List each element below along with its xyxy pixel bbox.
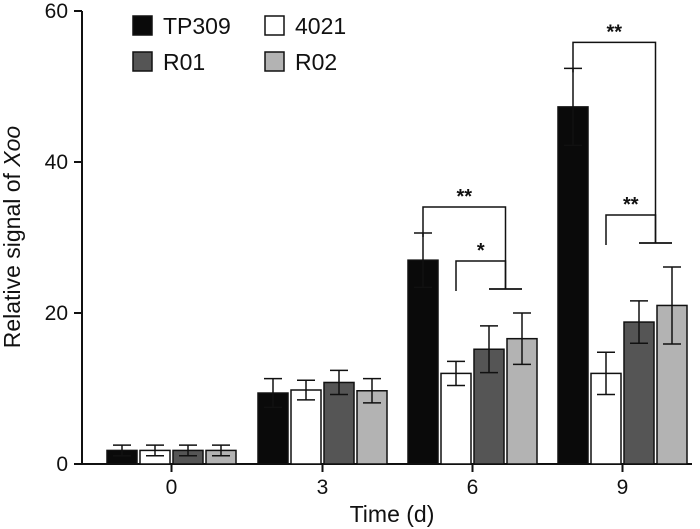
legend-swatch bbox=[264, 51, 285, 72]
y-tick-label: 60 bbox=[45, 0, 68, 23]
significance-label: ** bbox=[623, 194, 639, 216]
x-tick-label: 0 bbox=[166, 476, 178, 499]
significance-label: ** bbox=[456, 186, 472, 208]
y-tick-label: 20 bbox=[45, 302, 68, 325]
legend-swatch bbox=[132, 51, 153, 72]
legend-label: R02 bbox=[295, 49, 337, 75]
x-ticks-layer: 0 3 6 9 bbox=[166, 464, 629, 499]
bracket bbox=[572, 41, 657, 243]
significance-label: * bbox=[477, 240, 485, 262]
significance-label: ** bbox=[606, 21, 622, 43]
legend-swatch bbox=[132, 15, 153, 36]
bar bbox=[623, 321, 655, 465]
legend-label: R01 bbox=[163, 49, 205, 75]
legend-swatch bbox=[264, 15, 285, 36]
bars-layer bbox=[106, 67, 688, 465]
legend-label: TP309 bbox=[163, 13, 231, 39]
x-axis-label: Time (d) bbox=[350, 501, 435, 527]
bracket bbox=[455, 260, 507, 291]
bar bbox=[590, 372, 622, 465]
y-tick-label: 40 bbox=[45, 151, 68, 174]
bracket bbox=[422, 206, 507, 289]
bracket bbox=[605, 214, 657, 245]
y-axis-label: Relative signal of Xoo bbox=[0, 126, 25, 349]
legend-label: 4021 bbox=[295, 13, 346, 39]
bar bbox=[440, 372, 472, 465]
bar bbox=[557, 106, 589, 465]
y-axis-label-text: Relative signal of bbox=[0, 167, 25, 349]
bar bbox=[407, 259, 439, 465]
significance-annotations: ******* bbox=[422, 21, 672, 291]
y-axis-label-italic: Xoo bbox=[0, 126, 25, 168]
x-tick-label: 9 bbox=[617, 476, 629, 499]
legend: TP309 4021 R01 R02 bbox=[132, 13, 346, 75]
y-tick-label: 0 bbox=[56, 453, 68, 476]
x-tick-label: 3 bbox=[317, 476, 329, 499]
bar bbox=[290, 389, 322, 465]
y-axis: 0 20 40 60 Relative signal of Xoo bbox=[0, 0, 83, 476]
x-tick-label: 6 bbox=[467, 476, 479, 499]
